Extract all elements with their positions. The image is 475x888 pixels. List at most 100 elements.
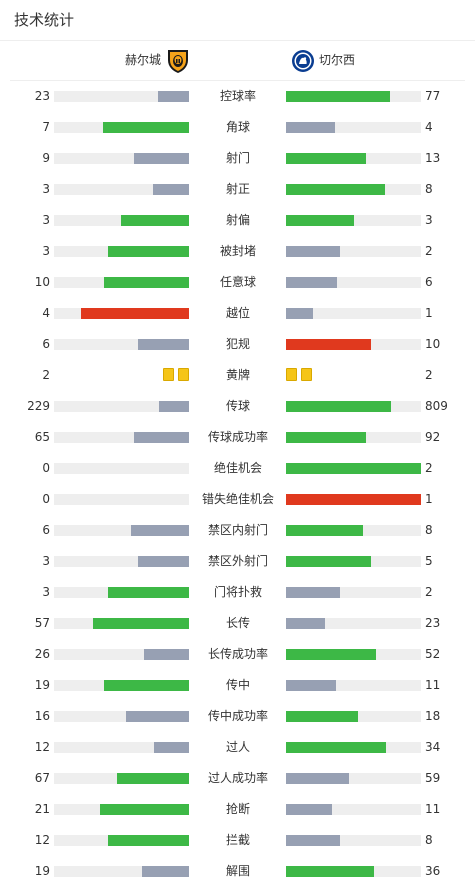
stat-label: 控球率 <box>219 89 256 103</box>
away-stat-fill <box>286 649 376 660</box>
away-stat-value: 4 <box>425 120 433 134</box>
away-stat-value: 2 <box>425 368 433 382</box>
away-stat-bar <box>286 649 421 660</box>
chelsea-badge-icon[interactable] <box>291 48 315 74</box>
away-stat-fill <box>286 339 371 350</box>
away-stat-bar <box>286 711 421 722</box>
away-stat-bar <box>286 773 421 784</box>
away-stat-bar <box>286 866 421 877</box>
home-stat-bar <box>54 556 189 567</box>
home-stat-value: 19 <box>34 678 50 692</box>
stat-label: 绝佳机会 <box>213 461 262 475</box>
away-stat-value: 11 <box>425 678 441 692</box>
home-team-name[interactable]: 赫尔城 <box>125 53 162 67</box>
away-stat-value: 8 <box>425 833 433 847</box>
home-stat-fill <box>153 184 189 195</box>
stat-row: 26 长传成功率 52 <box>0 639 475 670</box>
stat-row: 12 拦截 8 <box>0 825 475 856</box>
stat-row: 21 抢断 11 <box>0 794 475 825</box>
away-stat-fill <box>286 153 366 164</box>
away-stat-fill <box>286 866 374 877</box>
home-stat-bar <box>54 401 189 412</box>
stat-row: 23 控球率 77 <box>0 81 475 112</box>
away-stat-value: 13 <box>425 151 441 165</box>
home-stat-fill <box>117 773 189 784</box>
away-team-name[interactable]: 切尔西 <box>319 53 356 67</box>
stat-label: 犯规 <box>225 337 250 351</box>
home-stat-value: 21 <box>34 802 50 816</box>
home-stat-fill <box>134 153 189 164</box>
home-stat-bar <box>54 463 189 474</box>
away-stat-fill <box>286 463 421 474</box>
stat-row: 16 传中成功率 18 <box>0 701 475 732</box>
away-stat-bar <box>286 339 421 350</box>
home-stat-value: 3 <box>42 244 50 258</box>
home-stat-bar <box>54 866 189 877</box>
away-stat-bar <box>286 153 421 164</box>
away-stat-fill <box>286 401 391 412</box>
away-stat-fill <box>286 246 340 257</box>
away-stat-fill <box>286 835 340 846</box>
stat-row: 0 错失绝佳机会 1 <box>0 484 475 515</box>
stat-row: 4 越位 1 <box>0 298 475 329</box>
away-stat-bar <box>286 556 421 567</box>
away-stat-bar <box>286 277 421 288</box>
away-stat-value: 59 <box>425 771 441 785</box>
header: 技术统计 <box>0 0 475 41</box>
home-stat-value: 0 <box>42 492 50 506</box>
away-stat-value: 34 <box>425 740 441 754</box>
stat-label: 黄牌 <box>225 368 250 382</box>
home-stat-value: 4 <box>42 306 50 320</box>
home-stat-value: 3 <box>42 585 50 599</box>
stat-label: 长传成功率 <box>207 647 268 661</box>
stat-label: 传中成功率 <box>207 709 268 723</box>
away-stat-bar <box>286 587 421 598</box>
stat-row: 57 长传 23 <box>0 608 475 639</box>
home-stat-value: 6 <box>42 523 50 537</box>
home-stat-fill <box>144 649 189 660</box>
away-stat-value: 809 <box>425 399 448 413</box>
away-stat-bar <box>286 804 421 815</box>
stat-row: 3 被封堵 2 <box>0 236 475 267</box>
stat-label: 传球成功率 <box>207 430 268 444</box>
stat-label: 角球 <box>225 120 250 134</box>
away-stat-bar <box>286 742 421 753</box>
home-stat-bar <box>54 804 189 815</box>
away-stat-bar <box>286 122 421 133</box>
stat-label: 射门 <box>225 151 250 165</box>
home-stat-value: 12 <box>34 833 50 847</box>
away-stat-fill <box>286 587 340 598</box>
stat-label: 射偏 <box>225 213 250 227</box>
stat-row: 3 门将扑救 2 <box>0 577 475 608</box>
stat-label: 长传 <box>225 616 250 630</box>
home-stat-value: 9 <box>42 151 50 165</box>
home-stat-fill <box>126 711 189 722</box>
stat-label: 射正 <box>225 182 250 196</box>
away-stat-bar <box>286 91 421 102</box>
stat-row: 65 传球成功率 92 <box>0 422 475 453</box>
home-stat-fill <box>104 680 189 691</box>
home-stat-value: 7 <box>42 120 50 134</box>
home-stat-value: 19 <box>34 864 50 878</box>
home-stat-fill <box>131 525 189 536</box>
stat-row: 67 过人成功率 59 <box>0 763 475 794</box>
away-stat-bar <box>286 618 421 629</box>
teams-bar: 赫尔城 切尔西 <box>10 41 465 81</box>
home-stat-fill <box>121 215 189 226</box>
away-stat-bar <box>286 308 421 319</box>
away-stat-bar <box>286 525 421 536</box>
home-stat-value: 12 <box>34 740 50 754</box>
away-stat-bar <box>286 401 421 412</box>
away-stat-fill <box>286 556 371 567</box>
home-stat-fill <box>100 804 189 815</box>
stat-label: 解围 <box>225 864 250 878</box>
home-stat-bar <box>54 246 189 257</box>
stat-label: 传球 <box>225 399 250 413</box>
stat-label: 越位 <box>225 306 250 320</box>
away-stat-fill <box>286 804 332 815</box>
away-stat-value: 2 <box>425 585 433 599</box>
home-stat-bar <box>54 773 189 784</box>
hull-city-badge-icon[interactable] <box>166 48 190 74</box>
away-stat-value: 36 <box>425 864 441 878</box>
away-stat-fill <box>286 277 337 288</box>
